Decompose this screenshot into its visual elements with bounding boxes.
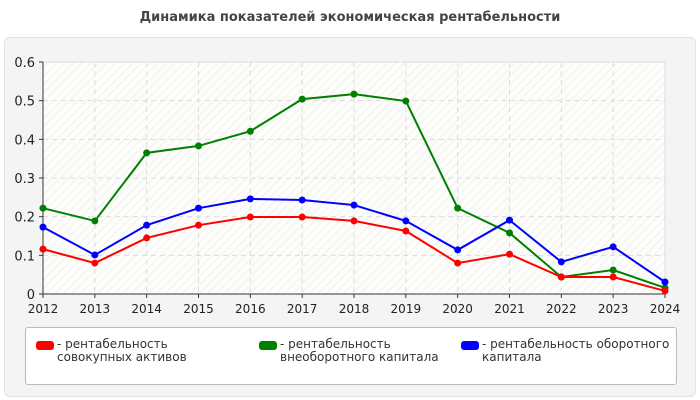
data-point bbox=[298, 95, 306, 103]
x-tick-label: 2023 bbox=[598, 302, 629, 316]
x-tick-label: 2014 bbox=[131, 302, 162, 316]
y-tick-label: 0 bbox=[27, 288, 35, 303]
legend-label: - рентабельность оборотного капитала bbox=[482, 337, 670, 364]
data-point bbox=[39, 223, 47, 231]
legend-item-assets: - рентабельность совокупных активов bbox=[36, 338, 246, 364]
x-tick-label: 2019 bbox=[391, 302, 422, 316]
data-point bbox=[557, 258, 565, 266]
x-tick-label: 2016 bbox=[235, 302, 266, 316]
data-point bbox=[143, 234, 151, 242]
data-point bbox=[454, 204, 462, 212]
data-point bbox=[91, 259, 99, 267]
line-chart: 0 0.1 0.2 0.3 0.4 0.5 0.6 2012 2013 2014 2015 2016 2… bbox=[14, 56, 681, 316]
data-point bbox=[246, 213, 254, 221]
data-point bbox=[609, 273, 617, 281]
x-tick-label: 2012 bbox=[28, 302, 59, 316]
data-point bbox=[298, 196, 306, 204]
data-point bbox=[609, 243, 617, 251]
legend-label: - рентабельность совокупных активов bbox=[57, 337, 187, 364]
data-point bbox=[195, 142, 202, 150]
data-point bbox=[195, 204, 202, 212]
legend-swatch-red bbox=[36, 341, 54, 350]
x-tick-label: 2017 bbox=[287, 302, 318, 316]
data-point bbox=[402, 217, 410, 225]
x-tick-label: 2021 bbox=[494, 302, 525, 316]
data-point bbox=[246, 195, 254, 203]
data-point bbox=[454, 246, 462, 254]
y-tick-label: 0.1 bbox=[14, 249, 35, 264]
y-tick-label: 0.4 bbox=[14, 133, 35, 148]
y-tick-label: 0.6 bbox=[14, 56, 35, 71]
y-tick-label: 0.3 bbox=[14, 172, 35, 187]
data-point bbox=[402, 97, 410, 105]
data-point bbox=[661, 287, 669, 295]
data-point bbox=[402, 227, 410, 235]
data-point bbox=[350, 90, 358, 98]
legend-label: - рентабельность внеоборотного капитала bbox=[280, 337, 439, 364]
x-tick-label: 2015 bbox=[183, 302, 214, 316]
data-point bbox=[91, 251, 99, 259]
y-tick-label: 0.5 bbox=[14, 95, 35, 110]
legend-item-current: - рентабельность оборотного капитала bbox=[461, 338, 671, 364]
data-point bbox=[195, 221, 202, 229]
data-point bbox=[143, 149, 151, 157]
data-point bbox=[609, 266, 617, 274]
x-tick-label: 2018 bbox=[339, 302, 370, 316]
data-point bbox=[91, 217, 99, 225]
y-tick-label: 0.2 bbox=[14, 211, 35, 226]
data-point bbox=[39, 204, 47, 212]
data-point bbox=[350, 201, 358, 209]
x-tick-label: 2024 bbox=[650, 302, 681, 316]
legend-swatch-blue bbox=[461, 341, 479, 350]
data-point bbox=[506, 229, 513, 237]
legend: - рентабельность совокупных активов - ре… bbox=[25, 327, 677, 385]
legend-item-noncurrent: - рентабельность внеоборотного капитала bbox=[259, 338, 439, 364]
data-point bbox=[350, 217, 358, 225]
x-tick-label: 2022 bbox=[546, 302, 577, 316]
x-tick-label: 2013 bbox=[80, 302, 111, 316]
chart-title: Динамика показателей экономическая рента… bbox=[139, 10, 561, 25]
data-point bbox=[298, 213, 306, 221]
data-point bbox=[39, 245, 47, 253]
data-point bbox=[454, 259, 462, 267]
data-point bbox=[661, 278, 669, 286]
legend-swatch-green bbox=[259, 341, 277, 350]
data-point bbox=[246, 127, 254, 135]
data-point bbox=[143, 221, 151, 229]
data-point bbox=[557, 273, 565, 281]
data-point bbox=[506, 250, 513, 258]
data-point bbox=[506, 216, 513, 224]
x-tick-label: 2020 bbox=[442, 302, 473, 316]
